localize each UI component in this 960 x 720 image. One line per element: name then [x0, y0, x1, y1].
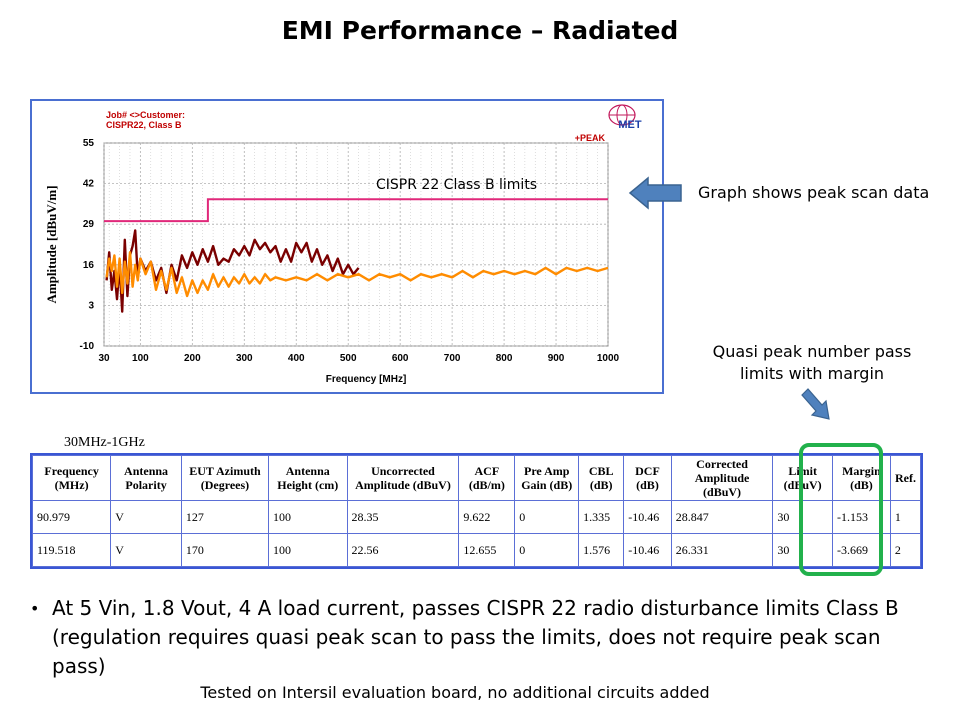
quasi-peak-table: Frequency (MHz) Antenna Polarity EUT Azi…: [30, 453, 923, 569]
y-axis-label: Amplitude [dBuV/m]: [44, 185, 59, 303]
bullet-point: • At 5 Vin, 1.8 Vout, 4 A load current, …: [30, 594, 930, 681]
y-tick-label: 42: [83, 179, 95, 190]
limit-annotation: CISPR 22 Class B limits: [376, 177, 537, 193]
header-acf: ACF (dB/m): [458, 455, 516, 501]
header-dcf: DCF (dB): [623, 455, 672, 501]
cell-acf: 12.655: [458, 533, 516, 567]
header-antenna-polarity: Antenna Polarity: [110, 455, 182, 501]
x-axis-label: Frequency [MHz]: [326, 374, 407, 385]
cell-ref: 2: [889, 533, 922, 567]
x-tick-label: 500: [340, 353, 357, 364]
cell-corrected: 28.847: [670, 500, 774, 534]
header-antenna-height: Antenna Height (cm): [268, 455, 348, 501]
cell-polarity: V: [110, 500, 182, 534]
series-line: [105, 251, 609, 298]
header-cbl: CBL (dB): [578, 455, 625, 501]
table-header-row: Frequency (MHz) Antenna Polarity EUT Azi…: [31, 455, 922, 501]
cell-cbl: 1.576: [578, 533, 625, 567]
header-frequency: Frequency (MHz): [31, 455, 112, 501]
x-tick-label: 900: [548, 353, 565, 364]
quasi-peak-callout: Quasi peak number pass limits with margi…: [712, 342, 912, 383]
x-tick-label: 400: [288, 353, 305, 364]
bullet-text: At 5 Vin, 1.8 Vout, 4 A load current, pa…: [52, 596, 899, 678]
cell-uncorrected: 22.56: [346, 533, 460, 567]
x-tick-label: 30: [98, 353, 110, 364]
cell-preamp: 0: [514, 500, 580, 534]
plot-area: [103, 142, 609, 347]
table-caption: 30MHz-1GHz: [64, 435, 145, 450]
x-tick-label: 100: [132, 353, 149, 364]
y-tick-label: 55: [83, 138, 95, 149]
detector-label: +PEAK: [575, 133, 606, 143]
cell-azimuth: 170: [180, 533, 270, 567]
logo-text: MET: [618, 119, 642, 131]
cell-azimuth: 127: [180, 500, 270, 534]
x-tick-label: 800: [496, 353, 513, 364]
cell-dcf: -10.46: [623, 500, 672, 534]
y-tick-label: 16: [83, 260, 95, 271]
emi-chart: 30 100 200 300 400 500 600 700 800 900 1000 55 42 29 1…: [44, 104, 642, 385]
header-eut-azimuth: EUT Azimuth (Degrees): [180, 455, 270, 501]
cell-polarity: V: [110, 533, 182, 567]
limit-line: [104, 198, 608, 223]
header-corrected-amplitude: Corrected Amplitude (dBuV): [670, 455, 774, 501]
margin-highlight-box: [799, 443, 883, 576]
chart-header-line: Job# <>Customer:: [106, 110, 185, 120]
cell-uncorrected: 28.35: [346, 500, 460, 534]
cell-dcf: -10.46: [623, 533, 672, 567]
cell-ref: 1: [889, 500, 922, 534]
x-tick-label: 1000: [597, 353, 620, 364]
cell-height: 100: [268, 533, 348, 567]
cell-preamp: 0: [514, 533, 580, 567]
arrow-down-icon: [801, 388, 830, 420]
cell-corrected: 26.331: [670, 533, 774, 567]
y-tick-label: 29: [83, 219, 95, 230]
header-uncorrected-amplitude: Uncorrected Amplitude (dBuV): [346, 455, 460, 501]
peak-callout: Graph shows peak scan data: [698, 183, 930, 202]
table-row: 119.518 V 170 100 22.56 12.655 0 1.576 -…: [31, 533, 922, 567]
x-tick-label: 300: [236, 353, 253, 364]
header-ref: Ref.: [889, 455, 922, 501]
header-pre-amp-gain: Pre Amp Gain (dB): [514, 455, 580, 501]
cell-frequency: 90.979: [31, 500, 112, 534]
cell-acf: 9.622: [458, 500, 516, 534]
x-tick-label: 600: [392, 353, 409, 364]
cell-cbl: 1.335: [578, 500, 625, 534]
y-tick-label: 3: [88, 300, 94, 311]
bullet-dot-icon: •: [30, 599, 40, 618]
footnote: Tested on Intersil evaluation board, no …: [200, 683, 710, 702]
chart-panel: 30 100 200 300 400 500 600 700 800 900 1000 55 42 29 1…: [30, 99, 664, 394]
cell-height: 100: [268, 500, 348, 534]
chart-header-line: CISPR22, Class B: [106, 120, 182, 130]
cell-frequency: 119.518: [31, 533, 112, 567]
table-row: 90.979 V 127 100 28.35 9.622 0 1.335 -10…: [31, 500, 922, 534]
x-tick-label: 200: [184, 353, 201, 364]
x-tick-label: 700: [444, 353, 461, 364]
page-title: EMI Performance – Radiated: [281, 16, 679, 45]
y-tick-label: -10: [80, 341, 95, 352]
arrow-left-icon: [628, 176, 682, 210]
